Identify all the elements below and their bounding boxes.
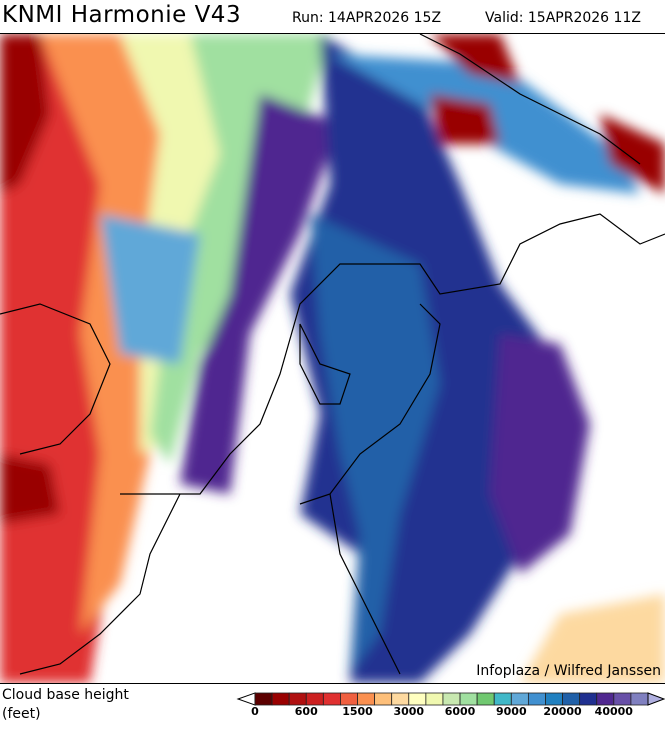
colorbar-swatch [630,692,649,706]
field-peach-se [520,594,665,683]
legend-title: Cloud base height [2,687,129,703]
colorbar-swatch [408,692,427,706]
colorbar-swatch [596,692,615,706]
colorbar-swatch [305,692,324,706]
valid-time: Valid: 15APR2026 11Z [485,10,641,26]
colorbar-tick-label: 3000 [393,705,425,718]
colorbar-swatch [322,692,341,706]
colorbar-swatch [545,692,563,706]
cloud-base-map: Infoplaza / Wilfred Janssen [0,33,665,684]
colorbar-swatch [579,692,598,706]
colorbar-swatch [271,692,290,706]
colorbar-swatch [510,692,529,706]
colorbar-swatch [493,692,512,706]
colorbar-tick-label: 600 [294,705,318,718]
colorbar-swatch [442,692,461,706]
colorbar-swatch [340,692,358,706]
colorbar-swatch [476,692,495,706]
colorbar-swatch [391,692,410,706]
colorbar-swatch [357,692,376,706]
field-purple-east [490,334,590,574]
legend-label: Cloud base height (feet) [2,686,129,724]
colorbar-swatch [613,692,632,706]
colorbar-swatch [374,692,393,706]
colorbar-swatch [425,692,444,706]
map-credit: Infoplaza / Wilfred Janssen [476,663,661,679]
colorbar-tick-label: 20000 [543,705,582,718]
field-darkred [0,34,50,194]
coastlines [0,34,665,675]
field-darkred-2 [0,454,60,524]
model-title: KNMI Harmonie V43 [2,2,242,28]
colorbar-swatch [254,692,273,706]
colorbar-under-arrow [236,692,256,706]
colorbar-swatch [562,692,581,706]
run-time: Run: 14APR2026 15Z [292,10,442,26]
map-field [0,34,665,683]
legend-units: (feet) [2,706,41,722]
colorbar-tick-label: 6000 [444,705,476,718]
field-orange [40,34,180,634]
colorbar [236,692,665,706]
colorbar-swatch [288,692,307,706]
colorbar-tick-label: 0 [251,705,259,718]
field-topright-red [430,34,665,194]
colorbar-swatch [527,692,546,706]
colorbar-over-arrow [647,692,665,706]
field-blue [310,214,440,674]
field-purple [180,94,340,494]
colorbar-tick-label: 9000 [495,705,527,718]
colorbar-tick-label: 40000 [594,705,633,718]
colorbar-tick-label: 1500 [342,705,373,718]
colorbar-swatch [459,692,478,706]
field-cyan [100,214,200,364]
